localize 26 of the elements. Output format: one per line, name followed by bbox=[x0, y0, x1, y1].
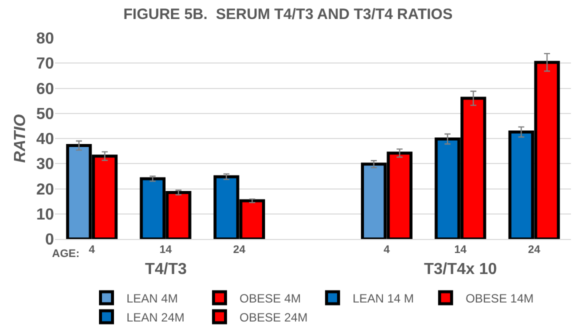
text: AGE: bbox=[52, 248, 80, 260]
legend-label: OBESE 14M bbox=[466, 291, 534, 306]
x-tick-label: 4 bbox=[384, 244, 391, 256]
y-tick-label: 30 bbox=[36, 156, 54, 174]
text: T4/T3 bbox=[145, 261, 187, 278]
legend-label: LEAN 14 M bbox=[352, 291, 414, 306]
legend-label: OBESE 4M bbox=[240, 291, 301, 306]
legend-label: OBESE 24M bbox=[240, 310, 308, 324]
x-tick-label: 4 bbox=[88, 244, 96, 256]
x-tick-label: 14 bbox=[159, 244, 173, 256]
x-tick-label: 24 bbox=[233, 244, 246, 256]
x-tick-label: 24 bbox=[528, 244, 542, 256]
y-tick-label: 20 bbox=[36, 181, 54, 198]
y-tick-label: 50 bbox=[36, 106, 54, 123]
y-tick-label: 70 bbox=[36, 56, 54, 73]
y-tick-label: 0 bbox=[45, 232, 54, 249]
y-tick-label: 10 bbox=[36, 206, 54, 224]
legend-label: LEAN 24M bbox=[126, 310, 185, 324]
y-tick-label: 60 bbox=[36, 80, 54, 98]
chart-title: FIGURE 5B. SERUM T4/T3 AND T3/T4 RATIOS bbox=[123, 6, 453, 23]
text: T3/T4x 10 bbox=[424, 261, 498, 278]
y-tick-label: 40 bbox=[36, 131, 54, 148]
legend-label: LEAN 4M bbox=[126, 291, 178, 306]
y-tick-label: 80 bbox=[36, 30, 54, 48]
x-tick-label: 14 bbox=[454, 244, 468, 256]
y-axis-title: RATIO bbox=[12, 114, 30, 163]
